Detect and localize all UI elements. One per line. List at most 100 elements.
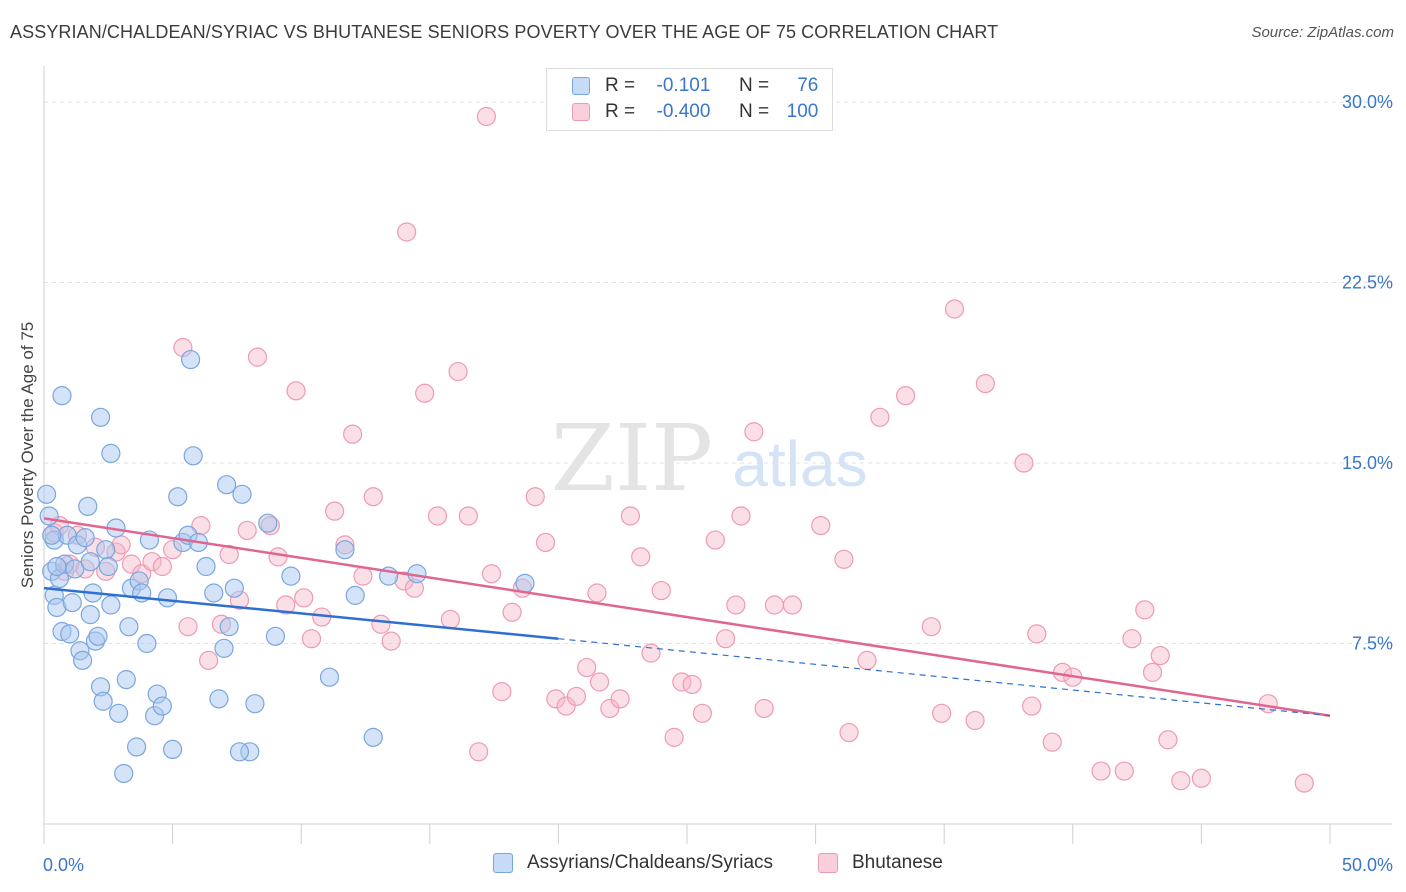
data-point-assyrians <box>119 617 139 637</box>
data-point-bhutanese <box>682 674 702 695</box>
bottom-legend-label-blue: Assyrians/Chaldeans/Syriacs <box>527 852 774 873</box>
data-point-bhutanese <box>566 686 587 707</box>
data-point-bhutanese <box>610 689 630 709</box>
source-label: Source: ZipAtlas.com <box>1251 24 1394 41</box>
grid-lines <box>44 101 1392 645</box>
data-point-bhutanese <box>247 347 268 367</box>
y-tick-label: 15.0% <box>1342 453 1393 473</box>
data-point-bhutanese <box>440 609 460 630</box>
data-point-bhutanese <box>857 650 877 670</box>
data-point-bhutanese <box>715 629 736 649</box>
data-point-bhutanese <box>577 657 597 678</box>
data-point-assyrians <box>116 670 136 690</box>
data-point-bhutanese <box>502 602 522 622</box>
data-point-bhutanese <box>415 383 435 403</box>
data-point-bhutanese <box>353 566 373 586</box>
y-tick-labels: 7.5% 15.0% 22.5% 30.0% <box>1342 92 1393 653</box>
data-point-bhutanese <box>705 530 725 550</box>
data-point-assyrians <box>265 626 286 646</box>
data-point-assyrians <box>319 667 340 687</box>
data-point-bhutanese <box>620 506 641 526</box>
data-point-assyrians <box>88 626 108 646</box>
data-point-bhutanese <box>587 583 607 603</box>
data-point-assyrians <box>101 595 121 615</box>
data-point-bhutanese <box>1135 600 1155 620</box>
data-point-bhutanese <box>237 520 257 541</box>
data-point-assyrians <box>137 633 157 654</box>
data-point-assyrians <box>204 583 224 603</box>
data-point-bhutanese <box>651 580 671 601</box>
x-tick-label: 0.0% <box>43 855 84 875</box>
data-point-bhutanese <box>1027 624 1047 644</box>
data-point-assyrians <box>232 484 252 504</box>
data-point-bhutanese <box>199 650 219 670</box>
correlation-legend: R = -0.101 N = 76 R = -0.400 N = 100 <box>546 68 833 131</box>
trend-line-assyrians-extrapolated <box>558 638 1331 717</box>
data-point-assyrians <box>42 525 62 545</box>
legend-n-value: 100 <box>786 101 819 122</box>
data-point-bhutanese <box>525 487 545 507</box>
data-point-bhutanese <box>839 722 859 743</box>
data-point-assyrians <box>157 588 178 608</box>
data-point-bhutanese <box>754 698 774 719</box>
bottom-legend-swatch-pink <box>818 853 838 873</box>
data-point-bhutanese <box>600 698 620 719</box>
data-point-bhutanese <box>458 506 478 526</box>
series-assyrians <box>36 349 535 784</box>
legend-swatch-blue <box>572 77 590 95</box>
data-point-assyrians <box>163 739 183 760</box>
data-point-assyrians <box>36 484 57 504</box>
data-point-assyrians <box>52 386 72 406</box>
data-point-bhutanese <box>932 703 952 723</box>
data-point-assyrians <box>335 540 355 560</box>
data-point-bhutanese <box>834 549 854 569</box>
data-point-bhutanese <box>142 552 162 572</box>
data-point-assyrians <box>39 506 59 526</box>
data-point-bhutanese <box>692 703 713 723</box>
data-point-bhutanese <box>1294 773 1314 793</box>
y-tick-label: 7.5% <box>1352 634 1393 654</box>
data-point-bhutanese <box>219 544 239 565</box>
data-point-assyrians <box>209 689 229 709</box>
legend-r-label: R = <box>605 101 636 122</box>
data-point-assyrians <box>363 727 383 747</box>
data-point-bhutanese <box>448 361 468 382</box>
data-point-bhutanese <box>469 742 489 762</box>
data-point-assyrians <box>229 742 250 762</box>
trend-line-assyrians <box>43 586 559 640</box>
legend-r-label: R = <box>605 75 636 96</box>
axes <box>43 66 1392 844</box>
data-point-bhutanese <box>1150 645 1170 666</box>
data-point-assyrians <box>62 593 82 613</box>
data-point-bhutanese <box>371 614 391 634</box>
data-point-bhutanese <box>1122 629 1142 649</box>
data-point-assyrians <box>75 528 95 548</box>
data-point-assyrians <box>245 694 265 714</box>
data-point-assyrians <box>214 638 234 658</box>
data-point-assyrians <box>78 496 98 516</box>
data-point-assyrians <box>114 763 134 784</box>
y-tick-label: 22.5% <box>1342 273 1393 293</box>
data-point-bhutanese <box>870 407 890 427</box>
data-point-bhutanese <box>268 547 288 567</box>
data-point-bhutanese <box>782 595 803 615</box>
data-point-bhutanese <box>664 727 684 747</box>
legend-r-value: -0.101 <box>656 75 711 96</box>
data-point-bhutanese <box>1114 761 1134 781</box>
data-point-assyrians <box>80 552 100 572</box>
data-point-bhutanese <box>764 595 785 615</box>
data-point-bhutanese <box>811 515 831 536</box>
data-point-assyrians <box>181 349 201 370</box>
data-point-assyrians <box>224 578 244 598</box>
data-point-bhutanese <box>965 710 985 731</box>
data-point-assyrians <box>108 703 129 723</box>
data-point-assyrians <box>96 540 116 560</box>
watermark: ZIP atlas <box>551 405 868 512</box>
data-point-bhutanese <box>294 588 314 608</box>
data-point-bhutanese <box>535 532 556 553</box>
data-point-assyrians <box>183 446 203 466</box>
data-point-bhutanese <box>427 506 448 526</box>
data-point-bhutanese <box>975 374 995 394</box>
data-point-bhutanese <box>121 554 142 574</box>
legend-n-value: 76 <box>797 75 819 96</box>
